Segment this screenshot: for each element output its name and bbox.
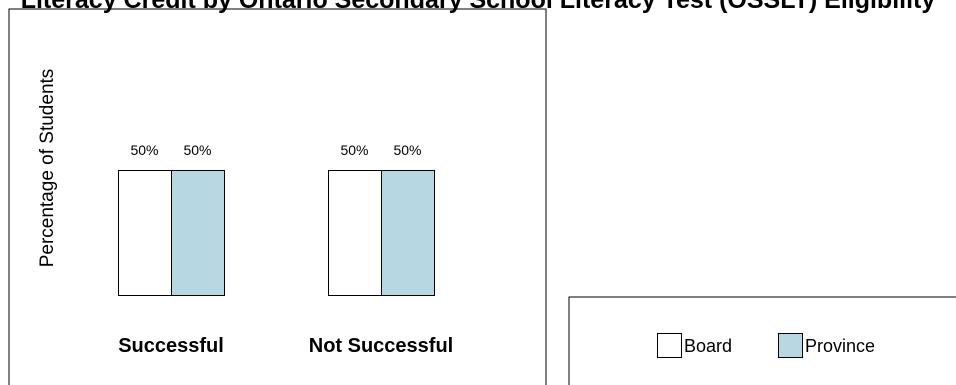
bar-province-1 [171, 170, 225, 296]
legend: Board Province [657, 333, 875, 358]
bar-board-2 [328, 170, 382, 296]
value-label-board-2: 50% [340, 142, 368, 158]
legend-label-board: Board [684, 336, 732, 356]
bar-board-1 [118, 170, 172, 296]
bar-province-2 [381, 170, 435, 296]
y-axis-label: Percentage of Students [37, 69, 58, 268]
legend-swatch-board [657, 333, 682, 358]
legend-frame [568, 296, 956, 385]
bars-layer: 50% 50% Successful 50% 50% Not Successful [118, 142, 453, 357]
category-label-1: Successful [118, 335, 224, 357]
chart-title: Literacy Credit by Ontario Secondary Sch… [21, 0, 936, 14]
legend-label-province: Province [805, 336, 875, 356]
value-label-province-2: 50% [393, 142, 421, 158]
legend-swatch-province [778, 333, 803, 358]
category-label-2: Not Successful [309, 335, 453, 357]
value-label-province-1: 50% [183, 142, 211, 158]
value-label-board-1: 50% [130, 142, 158, 158]
plot-frame [8, 8, 547, 385]
